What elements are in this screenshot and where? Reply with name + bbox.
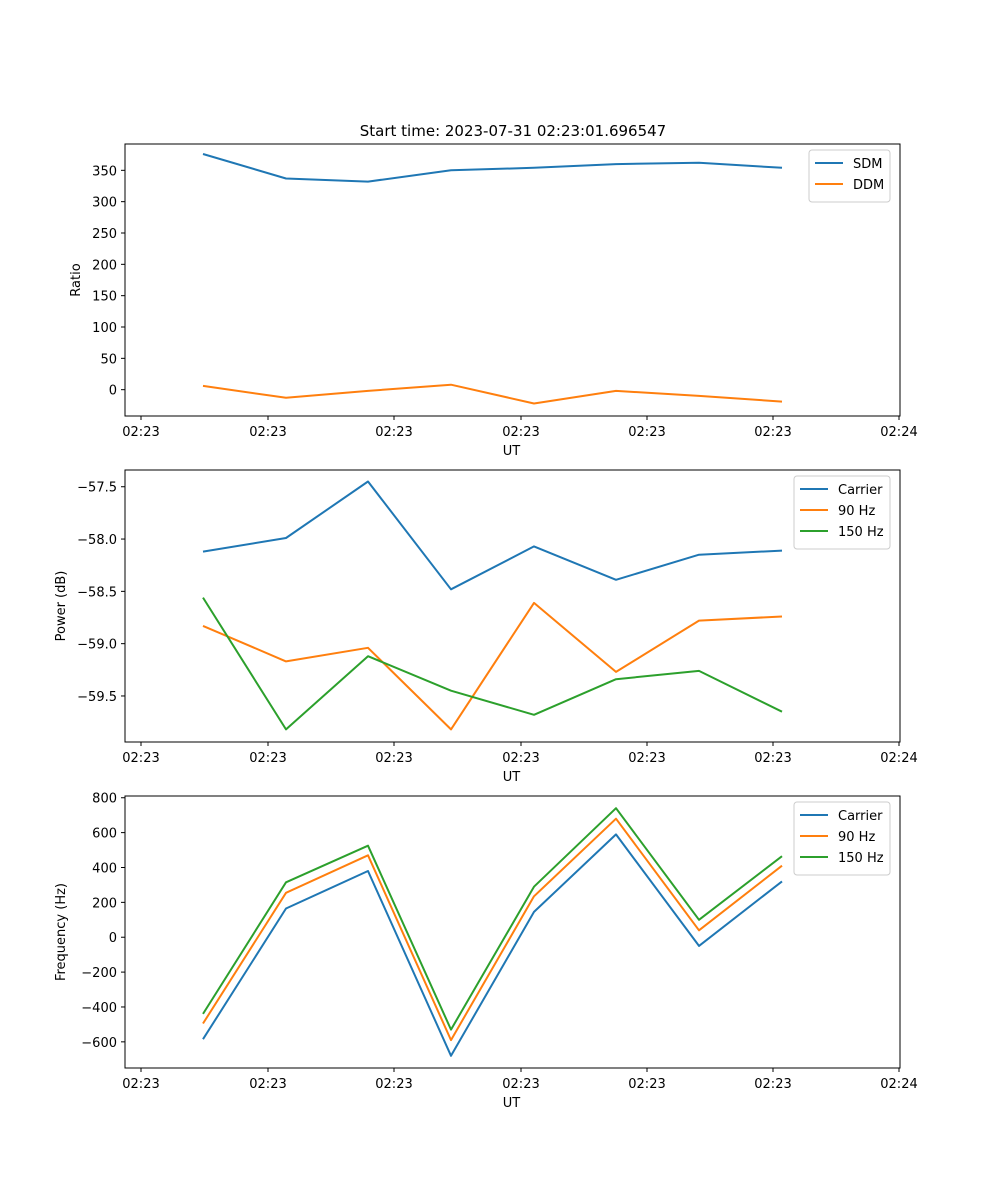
y-tick-label: 0: [109, 931, 117, 946]
y-tick-label: 350: [92, 164, 117, 179]
y-tick-label: 600: [92, 827, 117, 842]
series-line-sdm: [202, 153, 783, 183]
legend-entry: SDM: [853, 157, 882, 172]
x-tick-label: 02:23: [122, 751, 159, 766]
x-tick-label: 02:23: [375, 1077, 412, 1092]
x-tick-label: 02:23: [754, 425, 791, 440]
legend-entry: 90 Hz: [838, 830, 875, 845]
legend-entry: Carrier: [838, 483, 883, 498]
legend-entry: 150 Hz: [838, 525, 884, 540]
x-axis-label: UT: [503, 1096, 521, 1111]
y-tick-label: 0: [109, 384, 117, 399]
series-line-carrier: [202, 833, 783, 1057]
x-tick-label: 02:23: [249, 425, 286, 440]
x-tick-label: 02:23: [628, 1077, 665, 1092]
legend: SDM DDM: [808, 149, 891, 203]
y-axis-label: Ratio: [69, 263, 84, 296]
y-tick-label: −400: [81, 1001, 117, 1016]
x-tick-label: 02:23: [628, 751, 665, 766]
series-line-ddm: [202, 383, 783, 405]
x-tick-label: 02:23: [375, 751, 412, 766]
legend-entry: 150 Hz: [838, 851, 884, 866]
y-tick-label: −57.5: [77, 481, 117, 496]
y-tick-label: 300: [92, 196, 117, 211]
y-tick-label: 200: [92, 258, 117, 273]
series-line-carrier: [202, 480, 783, 591]
y-tick-label: 200: [92, 896, 117, 911]
x-axis-label: UT: [503, 770, 521, 785]
x-tick-label: 02:23: [249, 751, 286, 766]
x-axis-label: UT: [503, 444, 521, 459]
y-tick-label: −58.0: [77, 533, 117, 548]
x-tick-label: 02:24: [880, 1077, 917, 1092]
x-tick-label: 02:23: [122, 1077, 159, 1092]
legend: Carrier 90 Hz 150 Hz: [793, 801, 891, 876]
series-line-90-hz: [202, 817, 783, 1042]
y-tick-label: 150: [92, 290, 117, 305]
y-tick-label: −600: [81, 1036, 117, 1051]
y-tick-label: −59.5: [77, 690, 117, 705]
y-tick-label: 400: [92, 861, 117, 876]
axes-frame: [124, 143, 901, 417]
x-tick-label: 02:23: [249, 1077, 286, 1092]
x-tick-label: 02:23: [628, 425, 665, 440]
x-tick-label: 02:23: [502, 1077, 539, 1092]
y-tick-label: −58.5: [77, 585, 117, 600]
y-tick-label: −59.0: [77, 638, 117, 653]
y-tick-label: 250: [92, 227, 117, 242]
x-tick-label: 02:23: [754, 1077, 791, 1092]
axes-frame: [124, 795, 901, 1069]
x-tick-label: 02:24: [880, 751, 917, 766]
x-tick-label: 02:23: [502, 751, 539, 766]
y-tick-label: 50: [100, 352, 117, 367]
y-tick-label: 100: [92, 321, 117, 336]
y-tick-label: −200: [81, 966, 117, 981]
x-tick-label: 02:23: [122, 425, 159, 440]
figure-title: Start time: 2023-07-31 02:23:01.696547: [360, 122, 666, 140]
subplot-1: 0 50 100 150 200 250 300 350 02:23 02:23 02:23 02:2…: [69, 143, 918, 459]
x-tick-label: 02:23: [375, 425, 412, 440]
x-tick-label: 02:24: [880, 425, 917, 440]
legend: Carrier 90 Hz 150 Hz: [793, 475, 891, 550]
legend-entry: DDM: [853, 178, 884, 193]
series-line-150-hz: [202, 807, 783, 1031]
series-line-150-hz: [202, 597, 783, 731]
x-tick-label: 02:23: [502, 425, 539, 440]
y-axis-label: Frequency (Hz): [54, 883, 69, 981]
subplot-3: −600 −400 −200 0 200 400 600 800 02:23 02:23 02:23…: [54, 792, 918, 1111]
legend-entry: 90 Hz: [838, 504, 875, 519]
y-axis-label: Power (dB): [54, 571, 69, 642]
x-tick-label: 02:23: [754, 751, 791, 766]
legend-entry: Carrier: [838, 809, 883, 824]
axes-frame: [124, 469, 901, 743]
subplots: 0 50 100 150 200 250 300 350 02:23 02:23 02:23 02:2…: [54, 143, 918, 1111]
subplot-2: −59.5 −59.0 −58.5 −58.0 −57.5 02:23 02:23 02:23…: [54, 469, 918, 785]
y-tick-label: 800: [92, 792, 117, 807]
series-line-90-hz: [202, 601, 783, 731]
